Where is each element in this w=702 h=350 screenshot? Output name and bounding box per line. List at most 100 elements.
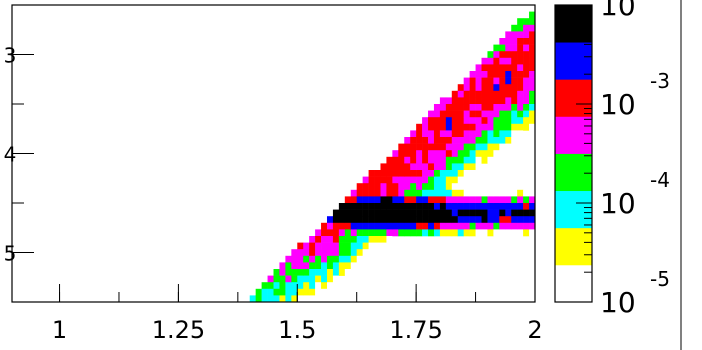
heatmap-cell xyxy=(469,90,476,98)
heatmap-cell xyxy=(511,123,518,131)
heatmap-cell xyxy=(428,203,435,210)
heatmap-cell xyxy=(309,282,316,290)
heatmap-cell xyxy=(463,170,470,177)
heatmap-cell xyxy=(499,44,506,52)
heatmap-cell xyxy=(481,130,488,138)
x-axis-ticks: 1 1.25 1.5 1.75 2 xyxy=(52,284,543,344)
heatmap-cell xyxy=(368,196,375,204)
heatmap-cell xyxy=(487,104,494,111)
heatmap-cell xyxy=(457,189,464,197)
heatmap-cell xyxy=(380,176,387,184)
heatmap-cell xyxy=(481,137,488,144)
heatmap-cell xyxy=(428,216,435,224)
heatmap-cell xyxy=(428,130,435,138)
heatmap-cell xyxy=(493,51,500,59)
heatmap-cell xyxy=(309,255,316,263)
heatmap-cell xyxy=(303,255,310,263)
heatmap-cell xyxy=(523,203,530,210)
heatmap-cell xyxy=(445,170,453,177)
heatmap-cell xyxy=(255,295,262,303)
heatmap-cell xyxy=(350,255,358,263)
heatmap-cell xyxy=(309,236,316,243)
heatmap-cell xyxy=(499,203,506,210)
heatmap-cell xyxy=(475,216,482,224)
heatmap-cell xyxy=(362,255,369,263)
heatmap-cell xyxy=(499,38,506,45)
heatmap-cell xyxy=(517,117,524,125)
heatmap-cell xyxy=(487,130,494,138)
heatmap-cell xyxy=(481,216,488,224)
heatmap-cell xyxy=(380,170,387,177)
heatmap-cell xyxy=(511,77,518,85)
heatmap-cell xyxy=(422,229,429,237)
heatmap-cell xyxy=(321,262,328,270)
heatmap-cell xyxy=(410,209,417,217)
heatmap-cell xyxy=(445,137,453,144)
heatmap-cell xyxy=(392,176,399,184)
heatmap-cell xyxy=(398,176,405,184)
heatmap-cell xyxy=(273,269,280,276)
heatmap-cell xyxy=(344,236,352,243)
heatmap-cell xyxy=(380,209,387,217)
heatmap-cell xyxy=(326,236,334,243)
heatmap-cell xyxy=(416,196,423,204)
heatmap-cell xyxy=(422,156,429,164)
heatmap-cell xyxy=(392,163,399,171)
heatmap-cell xyxy=(529,229,536,237)
heatmap-cell xyxy=(517,123,524,131)
heatmap-cell xyxy=(463,176,470,184)
heatmap-cell xyxy=(475,203,482,210)
heatmap-cell xyxy=(386,229,393,237)
heatmap-cell xyxy=(422,209,429,217)
heatmap-cell xyxy=(445,163,453,171)
heatmap-cell xyxy=(469,77,476,85)
heatmap-cell xyxy=(428,110,435,118)
heatmap-cell xyxy=(487,189,494,197)
heatmap-cell xyxy=(451,97,459,105)
heatmap-cell xyxy=(499,196,506,204)
heatmap-cell xyxy=(457,110,464,118)
heatmap-cell xyxy=(529,196,536,204)
heatmap-cell xyxy=(315,275,322,283)
heatmap-cell xyxy=(487,156,494,164)
heatmap-cell xyxy=(445,110,453,118)
heatmap-cell xyxy=(338,262,346,270)
heatmap-cell xyxy=(350,209,358,217)
heatmap-cell xyxy=(422,117,429,125)
heatmap-cell xyxy=(529,110,536,118)
heatmap-cell xyxy=(297,275,304,283)
heatmap-cell xyxy=(487,143,494,151)
heatmap-cell xyxy=(505,123,512,131)
heatmap-cell xyxy=(309,295,316,303)
heatmap-cell xyxy=(338,255,346,263)
heatmap-cell xyxy=(451,137,459,144)
heatmap-cell xyxy=(475,77,482,85)
heatmap-cell xyxy=(267,295,274,303)
heatmap-cell xyxy=(451,104,459,111)
heatmap-cell xyxy=(445,156,453,164)
heatmap-cell xyxy=(350,189,358,197)
heatmap-cell xyxy=(499,150,506,158)
heatmap-cell xyxy=(517,229,524,237)
heatmap-cell xyxy=(517,90,524,98)
heatmap-cell xyxy=(398,196,405,204)
heatmap-cell xyxy=(416,209,423,217)
heatmap-cell xyxy=(338,249,346,257)
heatmap-cell xyxy=(321,275,328,283)
heatmap-cell xyxy=(511,90,518,98)
heatmap-cell xyxy=(517,104,524,111)
heatmap-cell xyxy=(261,288,268,296)
heatmap-cell xyxy=(362,216,369,224)
heatmap-cell xyxy=(523,123,530,131)
heatmap-cell xyxy=(362,236,369,243)
heatmap-cell xyxy=(487,110,494,118)
heatmap-cell xyxy=(332,255,340,263)
heatmap-cell xyxy=(362,249,369,257)
heatmap-cell xyxy=(499,71,506,78)
heatmap-cell xyxy=(374,222,381,230)
heatmap-cell xyxy=(499,90,506,98)
heatmap-cell xyxy=(487,117,494,125)
heatmap-cell xyxy=(404,203,411,210)
heatmap-cell xyxy=(475,104,482,111)
heatmap-cell xyxy=(523,71,530,78)
